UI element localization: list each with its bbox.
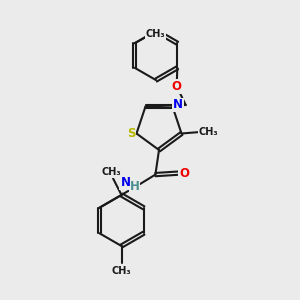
Text: N: N xyxy=(120,176,130,190)
Text: N: N xyxy=(173,98,183,112)
Text: CH₃: CH₃ xyxy=(199,127,218,137)
Text: CH₃: CH₃ xyxy=(146,29,166,39)
Text: H: H xyxy=(130,179,139,193)
Text: O: O xyxy=(179,167,189,180)
Text: CH₃: CH₃ xyxy=(102,167,122,177)
Text: O: O xyxy=(172,80,182,93)
Text: S: S xyxy=(127,127,135,140)
Text: CH₃: CH₃ xyxy=(112,266,131,276)
